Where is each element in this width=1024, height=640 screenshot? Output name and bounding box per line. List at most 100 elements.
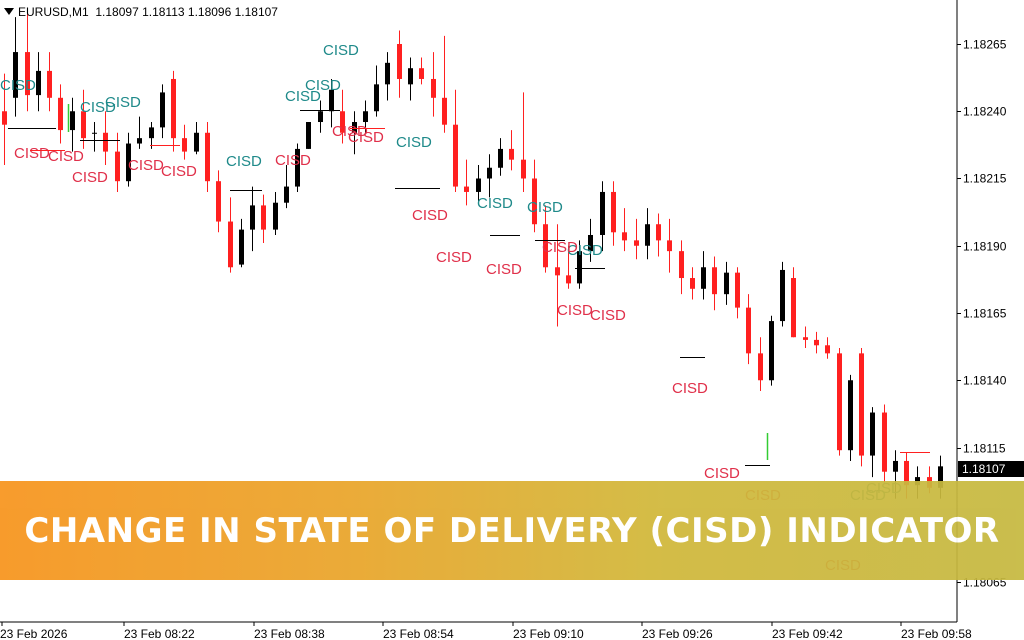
time-tick-label: 23 Feb 09:58 <box>901 627 972 640</box>
time-tick-label: 23 Feb 08:22 <box>124 627 195 640</box>
candle-body <box>2 111 7 125</box>
candle-body <box>532 178 537 225</box>
candle-body <box>58 97 63 131</box>
candle-body <box>814 339 819 346</box>
candle-body <box>566 275 571 284</box>
cisd-bear-label: CISD <box>704 465 740 482</box>
title-banner: CHANGE IN STATE OF DELIVERY (CISD) INDIC… <box>0 481 1024 580</box>
candle-body <box>419 68 424 79</box>
candle-body <box>103 132 108 152</box>
candle-body <box>904 460 909 486</box>
price-tick-label: 1.18115 <box>963 442 1006 456</box>
candle-body <box>622 232 627 241</box>
candle-body <box>228 221 233 268</box>
candle-body <box>442 97 447 125</box>
candle-body <box>340 111 345 133</box>
candle-body <box>115 151 120 182</box>
time-tick-label: 23 Feb 09:42 <box>772 627 843 640</box>
candle-body <box>656 224 661 241</box>
candle-body <box>25 52 30 96</box>
candle-body <box>938 466 943 488</box>
candle-body <box>521 159 526 179</box>
candle-body <box>509 148 514 160</box>
cisd-bear-label: CISD <box>348 129 384 146</box>
candle-body <box>803 337 808 340</box>
cisd-bear-label: CISD <box>557 302 593 319</box>
price-tick-label: 1.18215 <box>963 172 1007 186</box>
cisd-bull-label: CISD <box>527 199 563 216</box>
candle-body <box>893 460 898 472</box>
candle-body <box>780 269 785 322</box>
candle-body <box>724 272 729 295</box>
time-tick-label: 23 Feb 08:54 <box>383 627 454 640</box>
candle-body <box>746 307 751 354</box>
candle-body <box>701 267 706 289</box>
candle-body <box>431 78 436 98</box>
candle-body <box>882 412 887 472</box>
candle-body <box>837 353 842 451</box>
time-tick-label: 23 Feb 09:10 <box>513 627 584 640</box>
cisd-bear-label: CISD <box>486 261 522 278</box>
candle-body <box>216 181 221 222</box>
price-tick-label: 1.18140 <box>963 374 1007 388</box>
cisd-bear-label: CISD <box>412 207 448 224</box>
cisd-bear-label: CISD <box>128 157 164 174</box>
candle-body <box>149 127 154 139</box>
candle-body <box>611 191 616 233</box>
candle-body <box>859 353 864 456</box>
candle-body <box>239 229 244 265</box>
candle-body <box>577 251 582 284</box>
cisd-bull-label: CISD <box>567 242 603 259</box>
candle-body <box>555 267 560 276</box>
candle-body <box>487 167 492 179</box>
candle-body <box>600 191 605 235</box>
price-tick-label: 1.18265 <box>963 38 1007 52</box>
cisd-bull-label: CISD <box>477 195 513 212</box>
candle-body <box>408 68 413 85</box>
candle-body <box>306 122 311 149</box>
candle-body <box>870 412 875 456</box>
candle-body <box>758 353 763 381</box>
candle-body <box>295 148 300 187</box>
candle-body <box>92 132 97 134</box>
candle-body <box>385 62 390 85</box>
cisd-bull-label: CISD <box>396 134 432 151</box>
candle-body <box>848 380 853 451</box>
cisd-bull-label: CISD <box>105 94 141 111</box>
cisd-bear-label: CISD <box>332 123 368 140</box>
dropdown-triangle-icon[interactable] <box>4 8 14 15</box>
candle-body <box>261 205 266 230</box>
price-tick-label: 1.18190 <box>963 240 1007 254</box>
candle-body <box>329 89 334 112</box>
candle-body <box>769 321 774 381</box>
cisd-bear-label: CISD <box>672 380 708 397</box>
candle-body <box>679 251 684 279</box>
candle-body <box>634 240 639 246</box>
cisd-bull-label: CISD <box>0 77 36 94</box>
current-price-label: 1.18107 <box>962 462 1006 476</box>
candle-body <box>645 224 650 246</box>
cisd-bear-label: CISD <box>275 152 311 169</box>
candle-body <box>81 111 86 139</box>
chart-header: EURUSD,M1 1.18097 1.18113 1.18096 1.1810… <box>4 5 278 19</box>
candle-body <box>363 111 368 123</box>
candle-body <box>137 138 142 144</box>
cisd-bull-label: CISD <box>80 99 116 116</box>
candle-body <box>182 138 187 152</box>
candle-body <box>825 345 830 354</box>
candle-body <box>194 132 199 152</box>
candle-body <box>318 111 323 123</box>
candle-body <box>498 148 503 168</box>
candle-body <box>712 267 717 295</box>
candle-body <box>250 205 255 230</box>
banner-title: CHANGE IN STATE OF DELIVERY (CISD) INDIC… <box>24 510 1000 551</box>
candle-body <box>464 186 469 192</box>
cisd-bear-label: CISD <box>72 169 108 186</box>
candle-body <box>476 178 481 192</box>
price-tick-label: 1.18240 <box>963 105 1007 119</box>
candle-body <box>160 92 165 128</box>
candle-body <box>284 186 289 203</box>
candle-body <box>735 272 740 308</box>
